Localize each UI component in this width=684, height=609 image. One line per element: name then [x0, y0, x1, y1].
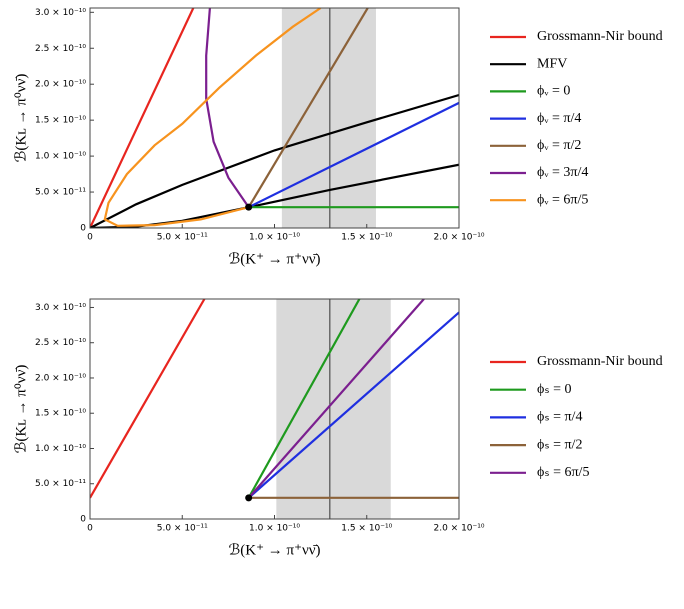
x-tick-label: 1.0 × 10⁻¹⁰: [249, 524, 300, 534]
series-line: [247, 299, 361, 499]
y-tick-label: 1.5 × 10⁻¹⁰: [35, 116, 86, 126]
series-line: [90, 8, 195, 228]
y-tick-label: 3.0 × 10⁻¹⁰: [35, 303, 86, 313]
y-tick-label: 5.0 × 10⁻¹¹: [35, 188, 86, 198]
series-line: [247, 299, 425, 499]
y-tick-label: 2.0 × 10⁻¹⁰: [35, 80, 86, 90]
shaded-band: [276, 299, 391, 519]
legend-label: MFV: [537, 56, 567, 71]
y-tick-label: 0: [80, 224, 86, 234]
point: [245, 494, 253, 502]
series-line: [103, 8, 322, 227]
frame: [89, 298, 460, 520]
series-line: [90, 299, 206, 499]
x-tick-label: 2.0 × 10⁻¹⁰: [434, 233, 485, 243]
x-tick-label: 1.5 × 10⁻¹⁰: [341, 524, 392, 534]
x-tick-label: 0: [87, 233, 93, 243]
y-axis-label: ℬ(Kʟ → π⁰νν̄): [13, 74, 29, 163]
y-tick-label: 2.0 × 10⁻¹⁰: [35, 373, 86, 383]
series-line: [247, 311, 459, 499]
y-tick-label: 1.5 × 10⁻¹⁰: [35, 409, 86, 419]
x-tick-label: 1.5 × 10⁻¹⁰: [341, 233, 392, 243]
legend-label: ϕᵥ = π/4: [537, 111, 581, 126]
legend-label: ϕₛ = 0: [537, 382, 572, 397]
y-tick-label: 1.0 × 10⁻¹⁰: [35, 444, 86, 454]
y-tick-label: 0: [80, 515, 86, 525]
point: [245, 203, 253, 211]
legend-label: ϕᵥ = π/2: [537, 138, 581, 153]
series-line: [90, 93, 459, 228]
y-tick-label: 1.0 × 10⁻¹⁰: [35, 152, 86, 162]
y-tick-label: 2.5 × 10⁻¹⁰: [35, 338, 86, 348]
legend-label: ϕᵥ = 6π/5: [537, 192, 588, 207]
x-tick-label: 5.0 × 10⁻¹¹: [157, 524, 208, 534]
x-tick-label: 1.0 × 10⁻¹⁰: [249, 233, 300, 243]
series-line: [248, 101, 459, 209]
legend-label: ϕₛ = π/2: [537, 437, 582, 452]
legend-label: Grossmann-Nir bound: [537, 29, 663, 44]
legend-label: Grossmann-Nir bound: [537, 354, 663, 369]
x-axis-label: ℬ(K⁺ → π⁺νν̄): [228, 542, 320, 558]
x-axis-label: ℬ(K⁺ → π⁺νν̄): [228, 251, 320, 267]
y-axis-label: ℬ(Kʟ → π⁰νν̄): [13, 365, 29, 454]
series-line: [205, 8, 250, 208]
legend-label: ϕₛ = π/4: [537, 410, 582, 425]
series-line: [247, 8, 369, 208]
x-tick-label: 2.0 × 10⁻¹⁰: [434, 524, 485, 534]
y-tick-label: 5.0 × 10⁻¹¹: [35, 479, 86, 489]
legend-label: ϕₛ = 6π/5: [537, 465, 589, 480]
x-tick-label: 0: [87, 524, 93, 534]
legend-label: ϕᵥ = 0: [537, 84, 570, 99]
x-tick-label: 5.0 × 10⁻¹¹: [157, 233, 208, 243]
y-tick-label: 3.0 × 10⁻¹⁰: [35, 8, 86, 18]
y-tick-label: 2.5 × 10⁻¹⁰: [35, 44, 86, 54]
shaded-band: [281, 8, 376, 228]
legend-label: ϕᵥ = 3π/4: [537, 165, 588, 180]
